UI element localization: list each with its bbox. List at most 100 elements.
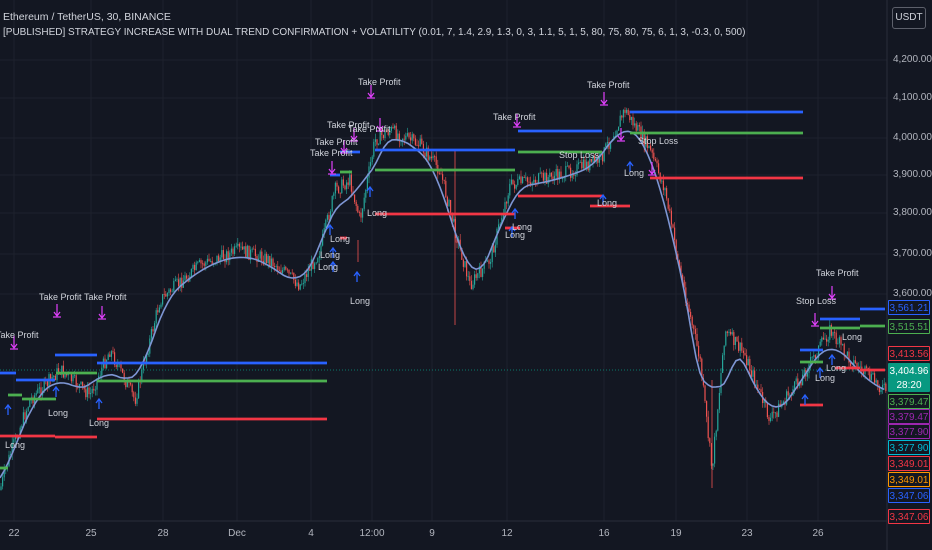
candle-body [525, 177, 527, 179]
exit-arrow-head [828, 293, 836, 299]
candle-body [400, 141, 402, 143]
candle-body [824, 338, 826, 340]
candle-body [296, 282, 298, 286]
candle-body [72, 375, 74, 382]
candle-body [163, 294, 165, 295]
time-tick: 4 [308, 528, 314, 539]
candle-body [440, 173, 442, 175]
candle-body [389, 130, 391, 135]
candle-body [794, 381, 796, 390]
candle-body [282, 270, 284, 274]
candle-body [256, 256, 258, 262]
candle-body [515, 185, 517, 189]
candle-body [493, 246, 495, 253]
candle-body [320, 245, 322, 256]
candle-body [234, 246, 236, 254]
candle-body [392, 126, 394, 129]
candle-body [882, 384, 884, 390]
candle-body [275, 266, 277, 267]
candle-body [869, 370, 871, 380]
price-tag: 3,349.01 [888, 472, 930, 487]
candle-body [200, 260, 202, 264]
long-entry-label: Long [350, 296, 371, 306]
candle-body [373, 141, 375, 157]
candlestick-series [0, 107, 887, 491]
stop-loss-label: Stop Loss [638, 136, 679, 146]
candle-body [272, 258, 274, 267]
candle-body [680, 265, 682, 275]
candle-body [850, 362, 852, 367]
long-entry-label: Long [505, 230, 526, 240]
candle-body [421, 138, 423, 144]
candle-body [269, 255, 271, 267]
candle-body [264, 253, 266, 265]
candle-body [826, 338, 828, 342]
candle-body [101, 367, 103, 376]
candle-body [616, 130, 618, 136]
candle-body [562, 178, 564, 180]
candle-body [110, 351, 112, 357]
strategy-title[interactable]: [PUBLISHED] STRATEGY INCREASE WITH DUAL … [3, 27, 746, 38]
candle-body [470, 280, 472, 290]
candle-body [843, 344, 845, 356]
take-profit-label: Take Profit [493, 112, 536, 122]
currency-button[interactable]: USDT [892, 7, 926, 29]
candle-body [619, 115, 621, 127]
time-tick: 23 [741, 528, 753, 539]
symbol-title[interactable]: Ethereum / TetherUS, 30, BINANCE [3, 11, 171, 23]
candle-body [51, 377, 53, 379]
exit-arrow-head [600, 99, 608, 105]
candle-body [376, 139, 378, 145]
long-arrow-head [508, 225, 516, 232]
candle-body [178, 279, 180, 287]
price-tick: 3,800.00 [893, 207, 932, 218]
candle-body [701, 358, 703, 378]
candle-body [38, 387, 40, 389]
candle-body [381, 129, 383, 136]
exit-arrow-head [350, 135, 358, 141]
candle-body [574, 175, 576, 177]
time-tick: 12:00 [359, 528, 385, 539]
candle-body [674, 227, 676, 241]
candle-body [856, 363, 858, 369]
exit-arrow-head [340, 147, 348, 153]
candle-body [494, 244, 496, 253]
candle-body [622, 109, 624, 118]
candle-body [11, 442, 13, 455]
candle-body [787, 391, 789, 396]
candle-body [21, 426, 23, 428]
candle-body [350, 174, 352, 192]
long-entry-label: Long [512, 222, 533, 232]
candle-body [142, 361, 144, 370]
candle-body [627, 109, 629, 115]
candle-body [349, 174, 351, 185]
price-tag: 3,347.06 [888, 509, 930, 524]
candle-body [443, 179, 445, 181]
candle-body [573, 173, 575, 176]
candle-body [267, 255, 269, 264]
candle-body [754, 370, 756, 386]
candle-body [64, 374, 66, 378]
candle-body [528, 181, 530, 183]
candle-body [819, 341, 821, 346]
candle-body [610, 141, 612, 149]
candle-body [770, 417, 772, 421]
candle-body [40, 387, 42, 396]
candle-body [685, 287, 687, 303]
candle-body [371, 156, 373, 163]
candle-body [741, 342, 743, 351]
candle-body [590, 158, 592, 162]
candle-body [645, 136, 647, 147]
candle-body [834, 331, 836, 333]
candle-body [646, 136, 648, 149]
candle-body [386, 130, 388, 133]
candle-body [581, 161, 583, 169]
candle-body [651, 149, 653, 153]
candle-body [3, 469, 5, 478]
candle-body [698, 345, 700, 357]
candle-body [709, 438, 711, 444]
candle-body [254, 248, 256, 257]
candle-body [726, 331, 728, 333]
candle-body [0, 486, 2, 490]
